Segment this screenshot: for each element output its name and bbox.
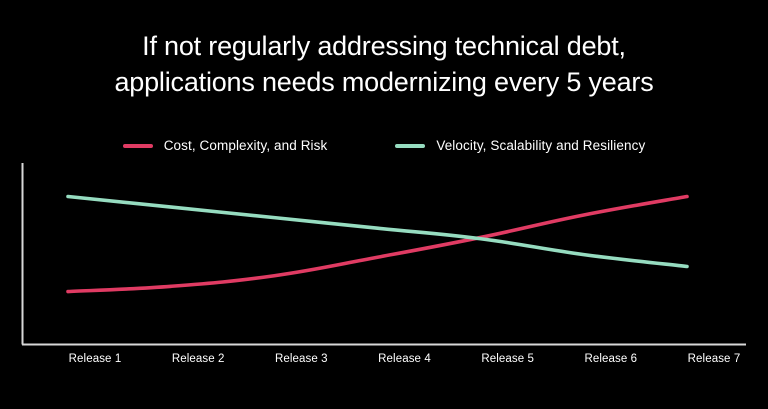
legend-item-cost[interactable]: Cost, Complexity, and Risk (122, 138, 328, 153)
legend-item-velocity[interactable]: Velocity, Scalability and Resiliency (395, 138, 645, 153)
x-tick-label-1: Release 1 (68, 353, 122, 365)
legend-label-cost: Cost, Complexity, and Risk (163, 138, 328, 153)
x-tick-label-3: Release 3 (274, 353, 328, 365)
series-line-velocity (66, 194, 689, 269)
x-tick-label-7: Release 7 (687, 353, 741, 365)
x-axis-tick-labels: Release 1 Release 2 Release 3 Release 4 Rele… (0, 353, 768, 373)
x-tick-label-2: Release 2 (171, 353, 225, 365)
legend-label-velocity: Velocity, Scalability and Resiliency (436, 138, 646, 153)
series-line-cost (66, 194, 689, 294)
legend-swatch-cost (122, 143, 153, 148)
chart-legend: Cost, Complexity, and Risk Velocity, Sca… (0, 138, 768, 153)
page-title: If not regularly addressing technical de… (114, 31, 654, 97)
x-tick-label-6: Release 6 (584, 353, 638, 365)
x-tick-label-4: Release 4 (378, 353, 431, 365)
legend-swatch-velocity (395, 143, 426, 148)
x-tick-label-5: Release 5 (481, 353, 534, 365)
